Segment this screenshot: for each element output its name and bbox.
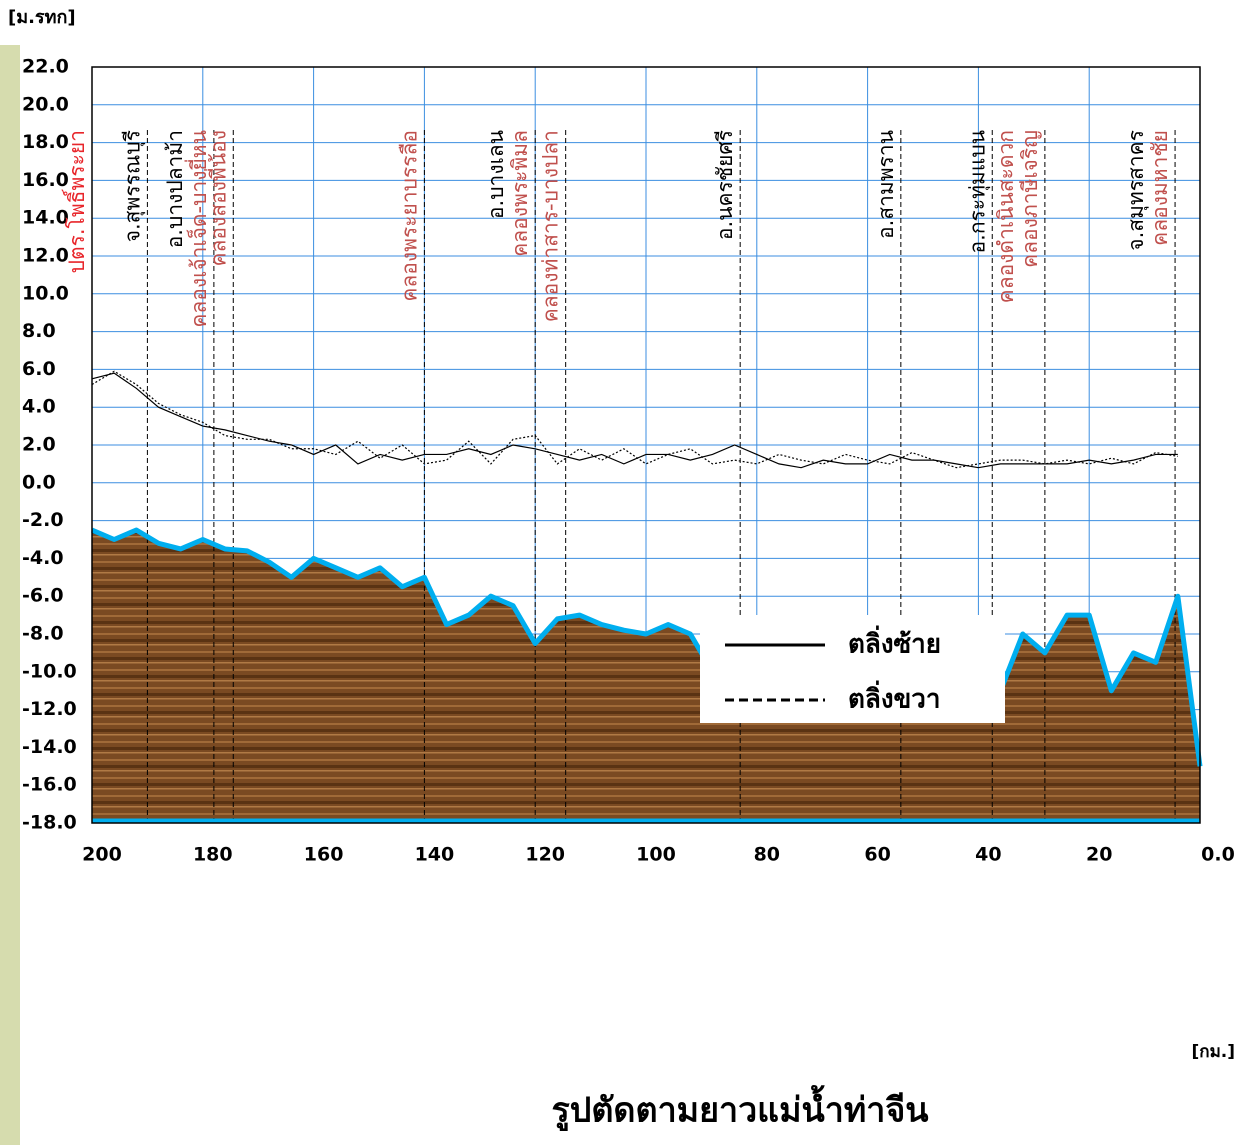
marker-label: อ.กระทุ่มแบน	[965, 130, 990, 253]
y-tick-label: 16.0	[22, 169, 69, 191]
x-tick-label: 80	[754, 844, 780, 866]
y-tick-label: 22.0	[22, 56, 69, 78]
chart-title: รูปตัดตามยาวแม่น้ำท่าจีน	[551, 1085, 928, 1132]
x-axis-label: [กม.]	[1192, 1042, 1236, 1062]
x-tick-label: 20	[1086, 844, 1112, 866]
marker-label: คลองท่าสาร-บางปลา	[539, 130, 563, 322]
marker-label: คลองสองพี่น้อง	[203, 130, 230, 267]
y-tick-label: -6.0	[22, 585, 64, 607]
y-tick-label: 4.0	[22, 396, 56, 418]
y-tick-label: 10.0	[22, 282, 69, 304]
y-tick-label: 0.0	[22, 471, 56, 493]
y-tick-label: -10.0	[22, 660, 77, 682]
marker-label: อ.สามพราน	[874, 130, 898, 239]
y-tick-label: 18.0	[22, 131, 69, 153]
y-tick-label: -16.0	[22, 774, 77, 796]
x-tick-label: 60	[864, 844, 890, 866]
marker-label: อ.บางปลาม้า	[163, 130, 187, 248]
marker-label: อ.นครชัยศรี	[713, 130, 737, 240]
y-tick-label: 14.0	[22, 207, 69, 229]
y-axis-label: [ม.รทก]	[8, 7, 76, 28]
marker-label: คลองภาษีเจริญ	[1018, 130, 1042, 268]
x-tick-label: 140	[415, 844, 455, 866]
y-tick-label: -4.0	[22, 547, 64, 569]
x-tick-label: 40	[975, 844, 1001, 866]
marker-label: คลองเจ้าเจ็ด-บางยี่หน	[184, 130, 211, 328]
y-tick-label: -12.0	[22, 698, 77, 720]
y-tick-label: 2.0	[22, 434, 56, 456]
y-tick-label: 12.0	[22, 245, 69, 267]
x-tick-label: 0.0	[1201, 844, 1235, 866]
x-tick-label: 160	[304, 844, 344, 866]
marker-label: คลองดำเนินสะดวก	[994, 130, 1018, 303]
marker-label: คลองพระพิมล	[508, 130, 532, 257]
y-tick-label: 6.0	[22, 358, 56, 380]
plot-border	[91, 66, 1201, 824]
y-tick-label: -14.0	[22, 736, 77, 758]
riverbed-fill	[92, 530, 1200, 823]
bank-line	[91, 372, 1178, 469]
side-band	[0, 45, 20, 1145]
y-tick-label: 20.0	[22, 93, 69, 115]
y-tick-label: -8.0	[22, 623, 64, 645]
plot: 22.0 20.0 18.0 16.0 14.0 12.0 10.0 8.0 6.0 4.0 2.0…	[22, 56, 1235, 866]
x-tick-label: 100	[636, 844, 676, 866]
legend-box	[700, 615, 1005, 723]
y-tick-label: -2.0	[22, 509, 64, 531]
legend-label: ตลิ่งซ้าย	[848, 625, 941, 660]
x-tick-label: 180	[193, 844, 233, 866]
marker-label: คลองพระยาบรรลือ	[397, 130, 421, 302]
marker-label: ปตร.โพธิ์พระยา	[61, 130, 89, 273]
marker-label: คลองมหาชัย	[1148, 130, 1172, 246]
marker-label: จ.สมุทรสาคร	[1124, 130, 1149, 251]
y-tick-label: 8.0	[22, 320, 56, 342]
riverbed-line	[91, 527, 1203, 767]
x-tick-label: 120	[525, 844, 565, 866]
marker-label: อ.บางเลน	[484, 130, 508, 219]
x-tick-label: 200	[82, 844, 122, 866]
y-tick-label: -18.0	[22, 812, 77, 834]
marker-label: จ.สุพรรณบุรี	[120, 130, 145, 242]
legend-label: ตลิ่งขวา	[848, 680, 941, 715]
